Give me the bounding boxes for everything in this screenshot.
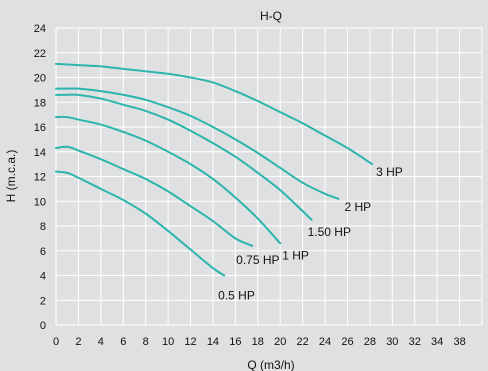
x-tick-label: 18 <box>252 336 264 348</box>
x-tick-label: 14 <box>207 336 219 348</box>
x-tick-label: 6 <box>120 336 126 348</box>
series-curve <box>55 145 254 247</box>
chart-title: H-Q <box>260 9 282 23</box>
x-tick-label: 16 <box>229 336 241 348</box>
x-tick-label: 20 <box>274 336 286 348</box>
y-tick-label: 14 <box>34 147 46 159</box>
x-tick-label: 0 <box>53 336 59 348</box>
series-label: 0.5 HP <box>218 289 255 303</box>
series-curve <box>55 87 340 200</box>
x-tick-label: 32 <box>409 336 421 348</box>
x-tick-label: 26 <box>341 336 353 348</box>
x-tick-label: 22 <box>297 336 309 348</box>
series-curve <box>55 93 313 221</box>
x-tick-label: 24 <box>319 336 331 348</box>
y-axis-label: H (m.c.a.) <box>4 150 18 203</box>
series-curve <box>55 170 226 277</box>
y-tick-label: 18 <box>34 97 46 109</box>
x-tick-label: 12 <box>184 336 196 348</box>
y-tick-label: 4 <box>40 271 46 283</box>
y-tick-label: 20 <box>34 73 46 85</box>
y-tick-label: 8 <box>40 221 46 233</box>
x-tick-label: 2 <box>75 336 81 348</box>
series-label: 2 HP <box>345 200 372 214</box>
grid <box>55 27 483 326</box>
y-tick-label: 10 <box>34 196 46 208</box>
x-tick-label: 28 <box>364 336 376 348</box>
x-tick-label: 30 <box>386 336 398 348</box>
y-tick-label: 12 <box>34 172 46 184</box>
y-tick-label: 2 <box>40 295 46 307</box>
y-tick-label: 16 <box>34 122 46 134</box>
series-label: 1.50 HP <box>308 225 351 239</box>
series-curve <box>55 62 374 166</box>
y-tick-label: 0 <box>40 320 46 332</box>
series-label: 3 HP <box>376 165 403 179</box>
series-label: 1 HP <box>282 248 309 262</box>
x-tick-label: 34 <box>431 336 443 348</box>
y-tick-label: 24 <box>34 23 46 35</box>
y-tick-label: 22 <box>34 48 46 60</box>
x-axis-label: Q (m3/h) <box>247 358 294 371</box>
series-curve <box>55 115 282 245</box>
series-label: 0.75 HP <box>236 253 279 267</box>
series-group: 0.5 HP 0.75 HP 1 HP 1.50 HP 2 HP 3 HP <box>55 62 403 303</box>
x-tick-label: 8 <box>143 336 149 348</box>
x-tick-label: 10 <box>162 336 174 348</box>
y-tick-label: 6 <box>40 246 46 258</box>
x-tick-label: 38 <box>453 336 465 348</box>
x-tick-label: 4 <box>98 336 104 348</box>
